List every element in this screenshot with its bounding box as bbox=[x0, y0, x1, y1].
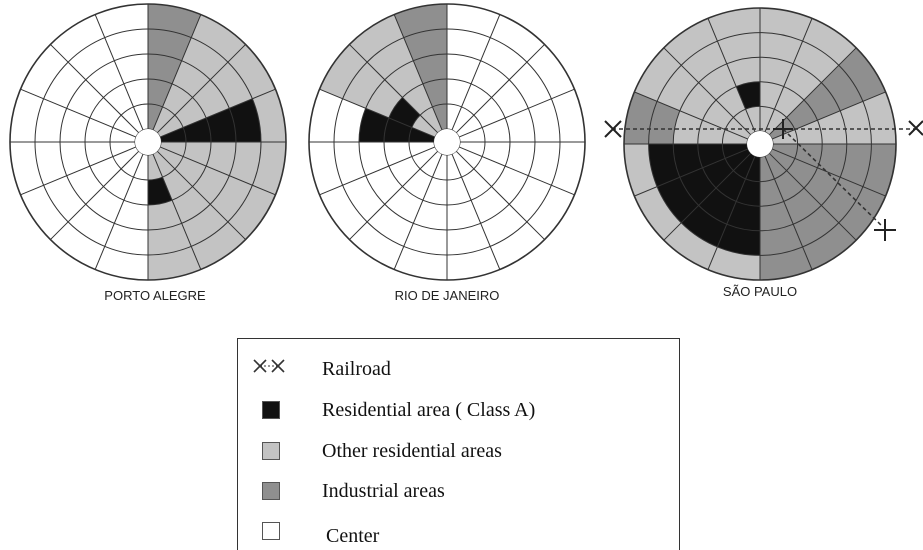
railroad-end-plus-icon bbox=[874, 219, 896, 241]
sector-line bbox=[768, 152, 857, 241]
legend-row-industrial: Industrial areas bbox=[238, 476, 679, 510]
sector-line bbox=[393, 153, 443, 270]
sector-line bbox=[20, 146, 137, 196]
zone-class-a bbox=[736, 81, 760, 110]
city-structure-diagrams: PORTO ALEGRE RIO DE JANEIRO SÃO PAULO bbox=[9, 3, 923, 303]
legend-row-railroad: Railroad bbox=[238, 354, 679, 388]
sector-line bbox=[94, 14, 144, 131]
sector-line bbox=[94, 153, 144, 270]
rio-de-janeiro-label: RIO DE JANEIRO bbox=[395, 288, 500, 303]
sector-line bbox=[393, 14, 443, 131]
sector-line bbox=[159, 88, 276, 138]
city-center-hub bbox=[434, 129, 460, 155]
other-residential-swatch bbox=[262, 442, 280, 460]
sector-line bbox=[458, 88, 575, 138]
sector-line bbox=[50, 150, 140, 240]
legend-label-center: Center bbox=[326, 525, 380, 547]
sector-line bbox=[152, 153, 202, 270]
sector-line bbox=[349, 150, 439, 240]
sector-line bbox=[319, 146, 436, 196]
zone-industrial bbox=[769, 47, 886, 140]
legend-row-other-residential: Other residential areas bbox=[238, 436, 679, 470]
center-swatch bbox=[262, 522, 280, 540]
sector-line bbox=[707, 18, 756, 133]
legend-row-class-a: Residential area ( Class A) bbox=[238, 395, 679, 429]
sao-paulo-circle bbox=[623, 7, 897, 281]
industrial-swatch bbox=[262, 482, 280, 500]
sector-line bbox=[663, 152, 752, 241]
sector-line bbox=[156, 44, 246, 134]
railroad-lines bbox=[604, 119, 923, 241]
sector-line bbox=[349, 44, 439, 134]
legend-label-industrial: Industrial areas bbox=[322, 480, 445, 502]
sector-line bbox=[451, 153, 501, 270]
sector-line bbox=[455, 44, 545, 134]
sector-line bbox=[455, 150, 545, 240]
sector-line bbox=[707, 155, 756, 270]
sector-line bbox=[764, 18, 813, 133]
sector-line bbox=[159, 146, 276, 196]
zone-class-a bbox=[388, 97, 421, 128]
sector-line bbox=[663, 47, 752, 136]
city-center-hub bbox=[135, 129, 161, 155]
class-a-swatch bbox=[262, 401, 280, 419]
sector-line bbox=[319, 88, 436, 138]
zone-industrial bbox=[148, 4, 201, 130]
railroad-end-cross-icon bbox=[908, 120, 923, 136]
sector-line bbox=[458, 146, 575, 196]
sector-line bbox=[634, 148, 749, 197]
railroad-symbol-icon bbox=[253, 359, 285, 373]
porto-alegre-label: PORTO ALEGRE bbox=[104, 288, 206, 303]
porto-alegre-circle bbox=[9, 3, 287, 281]
legend-label-railroad: Railroad bbox=[322, 358, 391, 380]
sector-line bbox=[152, 14, 202, 131]
sector-line bbox=[771, 148, 886, 197]
zone-class-a bbox=[148, 177, 173, 205]
zone-industrial bbox=[394, 4, 447, 130]
sector-line bbox=[451, 14, 501, 131]
railroad-junction-cross-icon bbox=[773, 119, 793, 139]
sector-line bbox=[764, 155, 813, 270]
railroad-line-diagonal bbox=[782, 128, 884, 228]
legend-label-other-residential: Other residential areas bbox=[322, 440, 502, 462]
sector-line bbox=[634, 91, 749, 140]
rio-de-janeiro-circle bbox=[308, 3, 586, 281]
sector-line bbox=[20, 88, 137, 138]
railroad-end-cross-icon bbox=[604, 120, 622, 138]
zone-class-a bbox=[359, 108, 435, 142]
sector-line bbox=[50, 44, 140, 134]
legend-label-class-a: Residential area ( Class A) bbox=[322, 399, 536, 421]
city-center-hub bbox=[747, 131, 773, 157]
sector-line bbox=[771, 91, 886, 140]
sector-line bbox=[156, 150, 246, 240]
legend-row-center: Center bbox=[238, 516, 679, 550]
legend: Railroad Residential area ( Class A) Oth… bbox=[237, 338, 680, 550]
sao-paulo-label: SÃO PAULO bbox=[723, 284, 797, 299]
